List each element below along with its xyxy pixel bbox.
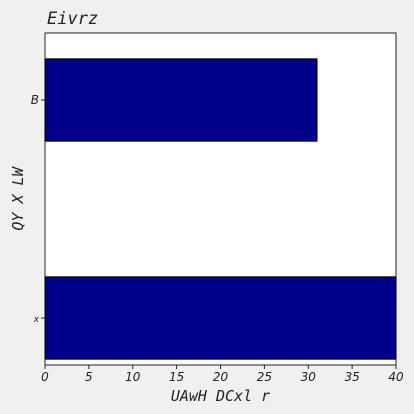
- x-tick-label: 0: [41, 370, 49, 384]
- x-tick-label: 25: [257, 370, 272, 384]
- y-axis-label: QY X LW: [9, 165, 27, 230]
- y-tick-label: x: [33, 315, 40, 325]
- bar-B: [44, 58, 318, 142]
- x-tick-label: 30: [301, 370, 317, 384]
- chart-title: Eivrz: [47, 9, 98, 29]
- bars-group: [44, 58, 397, 360]
- x-axis-label: UAwH DCxl r: [171, 387, 270, 405]
- x-tick-label: 40: [388, 370, 404, 384]
- y-ticks-group: Bx: [31, 93, 45, 325]
- x-tick-label: 15: [169, 370, 184, 384]
- y-tick-label: B: [31, 93, 39, 107]
- x-tick-label: 5: [85, 370, 93, 384]
- bar-x: [44, 276, 397, 360]
- x-tick-label: 35: [344, 370, 359, 384]
- x-tick-label: 20: [213, 370, 229, 384]
- x-tick-label: 10: [125, 370, 141, 384]
- x-ticks-group: 0 5 10 15 20 25 30 35 40: [41, 365, 404, 384]
